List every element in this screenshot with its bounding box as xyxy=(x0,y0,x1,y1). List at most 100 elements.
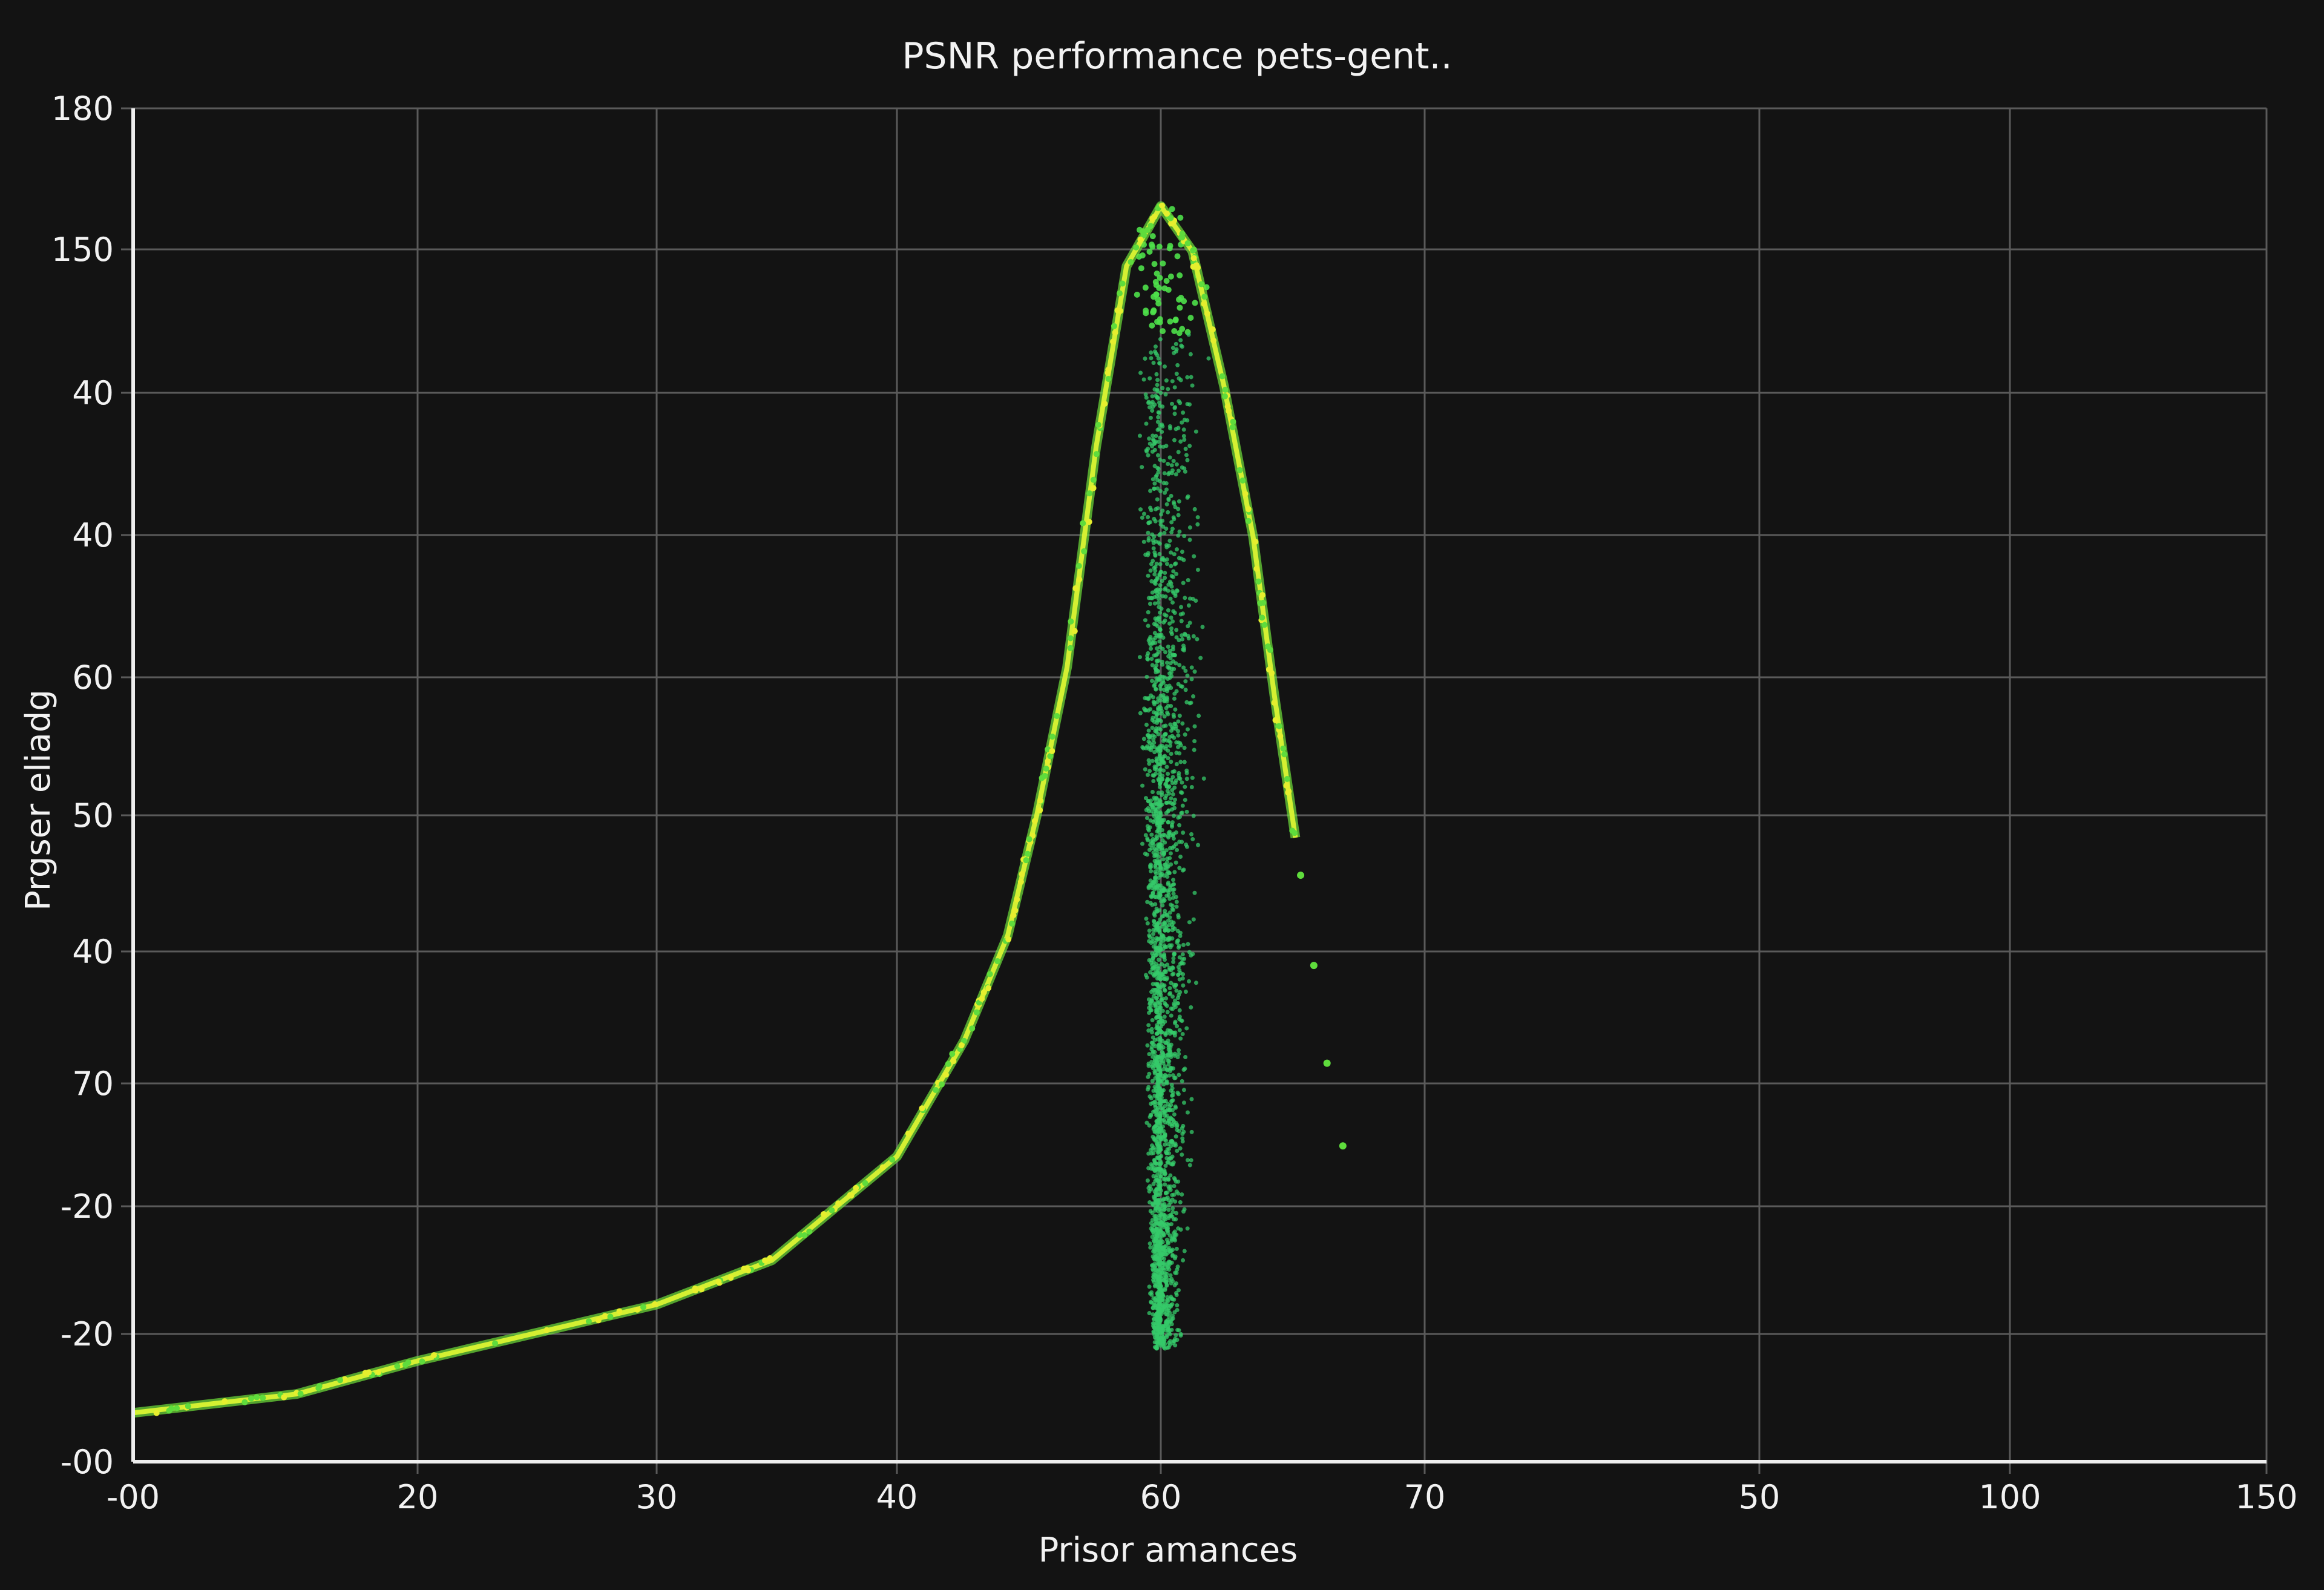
cloud-point xyxy=(1153,565,1158,570)
cloud-point xyxy=(1158,686,1163,691)
cloud-point xyxy=(1160,1330,1165,1335)
cloud-point xyxy=(1189,1005,1193,1010)
cloud-point xyxy=(1153,864,1158,869)
cloud-point xyxy=(1149,869,1154,873)
cloud-point xyxy=(1154,433,1158,438)
cloud-point xyxy=(1162,714,1167,719)
cloud-point xyxy=(1172,385,1177,390)
cloud-point xyxy=(1172,501,1177,506)
cloud-point xyxy=(1161,1117,1166,1122)
cloud-point xyxy=(1163,1137,1167,1142)
cloud-point xyxy=(1151,361,1156,366)
y-tick-label: 60 xyxy=(72,659,114,697)
cloud-point xyxy=(1163,921,1167,925)
cloud-point xyxy=(1163,1142,1167,1147)
cloud-point xyxy=(1146,596,1151,600)
cloud-point xyxy=(1169,1249,1173,1253)
cloud-point xyxy=(1147,1241,1152,1246)
cloud-point xyxy=(1168,800,1173,805)
cloud-point xyxy=(1170,769,1175,774)
cloud-point xyxy=(1180,868,1185,873)
cloud-point xyxy=(1169,1317,1174,1322)
cloud-point xyxy=(1165,856,1170,861)
cloud-point xyxy=(1176,513,1181,517)
cloud-point xyxy=(1149,243,1156,250)
curve-point xyxy=(430,1352,437,1359)
curve-point xyxy=(980,989,987,996)
cloud-point xyxy=(1171,712,1176,717)
cloud-point xyxy=(1173,427,1178,432)
cloud-point xyxy=(1168,743,1173,748)
cloud-point xyxy=(1156,410,1161,415)
cloud-point xyxy=(1166,1062,1171,1067)
x-tick-label: 50 xyxy=(1739,1478,1781,1516)
cloud-point xyxy=(1183,668,1188,673)
curve-point xyxy=(1204,310,1210,317)
y-tick-label: -20 xyxy=(61,1188,114,1226)
cloud-point xyxy=(1158,977,1163,982)
cloud-point xyxy=(1159,1106,1164,1111)
cloud-point xyxy=(1170,468,1175,473)
cloud-point xyxy=(1174,740,1179,745)
cloud-point xyxy=(1152,550,1157,555)
cloud-point xyxy=(1151,1278,1156,1283)
cloud-point xyxy=(1183,679,1188,684)
cloud-point xyxy=(1164,487,1169,492)
cloud-point xyxy=(1158,1286,1163,1290)
y-tick-label: 50 xyxy=(72,797,114,835)
cloud-point xyxy=(1166,881,1170,885)
cloud-point xyxy=(1170,1313,1175,1318)
cloud-point xyxy=(1177,714,1182,718)
cloud-point xyxy=(1183,990,1188,994)
cloud-point xyxy=(1158,1146,1163,1151)
cloud-point xyxy=(1157,1312,1161,1317)
cloud-point xyxy=(1165,875,1170,879)
cloud-point xyxy=(1173,341,1178,346)
cloud-point xyxy=(1170,600,1175,605)
cloud-point xyxy=(1181,648,1186,652)
cloud-point xyxy=(1161,754,1166,759)
cloud-point xyxy=(1155,1269,1160,1273)
cloud-point xyxy=(1196,843,1201,847)
cloud-point xyxy=(1164,738,1169,743)
cloud-point xyxy=(1143,833,1148,838)
cloud-point xyxy=(1157,1241,1162,1246)
curve-point xyxy=(375,1369,382,1376)
cloud-point xyxy=(1177,1028,1182,1033)
cloud-point xyxy=(1155,816,1160,821)
cloud-point xyxy=(1165,1295,1170,1299)
cloud-point xyxy=(1169,631,1174,636)
cloud-point xyxy=(1181,1258,1186,1263)
cloud-point xyxy=(1152,803,1157,807)
cloud-point xyxy=(1172,1336,1177,1341)
curve-point xyxy=(405,1359,412,1366)
curve-point xyxy=(1090,476,1097,483)
cloud-point xyxy=(1147,761,1152,766)
cloud-point xyxy=(1189,665,1194,670)
cloud-point xyxy=(1149,401,1154,406)
cloud-point xyxy=(1149,1143,1154,1148)
cloud-point xyxy=(1169,563,1173,568)
cloud-point xyxy=(1169,1013,1173,1018)
y-axis-label: Prgser eliadg xyxy=(19,689,58,911)
cloud-point xyxy=(1152,965,1157,970)
cloud-point xyxy=(1146,651,1151,655)
curve-point xyxy=(1277,733,1284,740)
cloud-point xyxy=(1175,1000,1180,1005)
cloud-point xyxy=(1169,752,1173,757)
cloud-point xyxy=(1154,686,1158,691)
cloud-point xyxy=(1139,252,1146,258)
cloud-point xyxy=(1164,996,1169,1001)
curve-point xyxy=(1043,765,1049,772)
cloud-point xyxy=(1173,593,1178,598)
cloud-point xyxy=(1162,1324,1167,1329)
cloud-point xyxy=(1158,583,1163,588)
cloud-point xyxy=(1157,1097,1161,1102)
cloud-point xyxy=(1151,931,1156,936)
cloud-point xyxy=(1167,735,1172,740)
curve-point xyxy=(241,1399,248,1405)
cloud-point xyxy=(1169,1088,1173,1093)
cloud-point xyxy=(1154,879,1159,884)
cloud-point xyxy=(1166,1241,1170,1246)
cloud-point xyxy=(1148,878,1153,883)
